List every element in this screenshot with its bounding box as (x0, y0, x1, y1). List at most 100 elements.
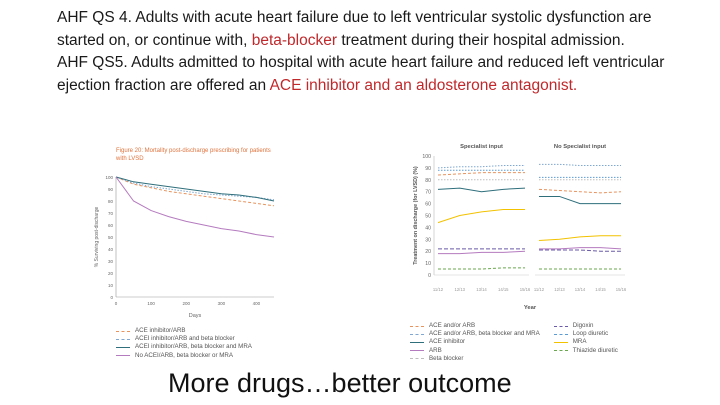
legend-swatch (116, 338, 130, 340)
right-legend-item: ACE and/or ARB, beta blocker and MRA (410, 330, 540, 338)
legend-swatch (116, 355, 130, 357)
right-y-axis-label: Treatment on discharge (for LVSD) (%) (413, 166, 419, 265)
right-legend-item: MRA (553, 338, 618, 346)
right-legend-item: Thiazide diuretic (553, 346, 618, 355)
left-legend-item: ACEI inhibitor/ARB, beta blocker and MRA (116, 343, 252, 351)
left-x-tick-label: 0 (115, 301, 118, 306)
legend-column: Digoxin Loop diuretic MRA Thiazide diuretic (553, 322, 618, 363)
legend-swatch (410, 358, 424, 360)
left-x-tick-label: 300 (218, 301, 226, 306)
left-series-line-4 (115, 176, 275, 238)
right-x-tick-label: 11/12 (433, 287, 444, 292)
left-y-tick-label: 80 (108, 199, 114, 204)
legend-swatch (410, 342, 424, 343)
left-chart-title: Figure 20: Mortality post-discharge pres… (116, 148, 271, 162)
right-series-line-4 (438, 250, 526, 255)
panel-title: Specialist input (460, 144, 503, 150)
right-legend-item: Digoxin (553, 322, 618, 330)
legend-label: MRA (572, 338, 587, 346)
left-series-line-3 (115, 176, 275, 202)
left-legend-item: ACE inhibitor/ARB (116, 327, 252, 335)
legend-swatch (553, 350, 568, 352)
legend-swatch (553, 333, 568, 335)
left-y-tick-label: 50 (108, 235, 114, 240)
qs4-highlight: beta‑blocker (251, 31, 338, 49)
left-chart-legend: ACE inhibitor/ARB ACEI inhibitor/ARB and … (116, 327, 252, 360)
left-x-tick-label: 400 (253, 301, 261, 306)
legend-swatch (410, 333, 424, 335)
right-y-tick-label: 10 (425, 261, 431, 267)
legend-swatch (116, 347, 130, 348)
right-series-line-4 (539, 247, 622, 250)
right-legend-item: ARB (410, 347, 540, 355)
left-y-tick-label: 0 (110, 295, 113, 300)
legend-label: ACE and/or ARB, beta blocker and MRA (429, 330, 540, 338)
right-chart-legend: ACE and/or ARB ACE and/or ARB, beta block… (410, 322, 645, 363)
legend-label: Thiazide diuretic (572, 346, 618, 354)
slide-caption: More drugs…better outcome (168, 368, 512, 398)
right-y-tick-label: 0 (428, 273, 431, 279)
right-y-tick-label: 20 (425, 249, 431, 255)
right-x-tick-label: 14/15 (498, 287, 509, 292)
right-series-line-3 (539, 195, 621, 205)
legend-swatch (410, 325, 424, 327)
qs4-paragraph: AHF QS 4. Adults with acute heart failur… (57, 7, 697, 52)
qs4-text-end: treatment during their hospital admissio… (337, 31, 625, 49)
right-x-tick-label: 15/16 (520, 287, 531, 292)
right-y-tick-label: 50 (425, 214, 431, 220)
right-series-line-3 (437, 187, 526, 193)
right-x-tick-label: 13/14 (575, 287, 586, 292)
left-y-tick-label: 100 (105, 175, 113, 180)
left-y-tick-label: 70 (108, 211, 114, 216)
right-series-line-8 (437, 209, 525, 224)
right-series-line-9 (438, 267, 525, 270)
right-y-tick-label: 70 (425, 190, 431, 196)
qs4-text: AHF QS 4. Adults with acute heart failur… (57, 9, 652, 49)
left-y-tick-label: 90 (108, 187, 114, 192)
right-y-tick-label: 40 (425, 225, 431, 231)
legend-swatch (410, 350, 424, 352)
legend-label: Beta blocker (429, 354, 464, 362)
left-y-tick-label: 20 (108, 271, 114, 276)
left-series-line-2 (115, 176, 275, 201)
qs5-paragraph: AHF QS5. Adults admitted to hospital wit… (57, 52, 697, 97)
right-x-tick-label: 15/16 (616, 287, 627, 292)
right-y-tick-label: 80 (425, 178, 431, 184)
right-y-tick-label: 60 (425, 202, 431, 208)
left-legend-item: ACEI inhibitor/ARB and beta blocker (116, 335, 252, 343)
right-y-tick-label: 100 (422, 154, 431, 160)
right-legend-item: Loop diuretic (553, 330, 618, 338)
legend-label: ACE inhibitor (429, 338, 466, 346)
legend-column: ACE and/or ARB ACE and/or ARB, beta block… (410, 322, 540, 363)
legend-swatch (553, 325, 568, 327)
right-x-tick-label: 14/15 (595, 287, 606, 292)
legend-label: Digoxin (572, 322, 594, 329)
quality-standards-text: AHF QS 4. Adults with acute heart failur… (57, 7, 697, 97)
right-series-line-6 (539, 249, 621, 252)
left-y-tick-label: 40 (108, 247, 114, 252)
legend-swatch (116, 330, 130, 332)
left-x-axis-label: Days (189, 313, 202, 319)
right-series-line-2 (539, 163, 621, 167)
legend-label: ACE and/or ARB (429, 322, 476, 329)
legend-label: Loop diuretic (572, 330, 609, 338)
legend-label: ARB (429, 346, 442, 354)
panel-title: No Specialist input (554, 144, 606, 150)
left-legend-item: No ACEI/ARB, beta blocker or MRA (116, 352, 252, 360)
right-series-line-2 (437, 165, 525, 169)
left-y-tick-label: 30 (108, 259, 114, 264)
right-y-tick-label: 90 (425, 166, 431, 172)
left-y-tick-label: 10 (108, 283, 114, 288)
legend-swatch (553, 342, 568, 343)
right-y-tick-label: 30 (425, 237, 431, 243)
right-legend-item: ACE inhibitor (410, 338, 540, 346)
right-x-tick-label: 12/13 (554, 287, 565, 292)
right-series-line-1 (538, 188, 622, 194)
legend-label: No ACEI/ARB, beta blocker or MRA (135, 351, 234, 359)
right-x-tick-label: 11/12 (534, 287, 545, 292)
legend-label: ACE inhibitor/ARB (135, 327, 186, 334)
right-legend-item: ACE and/or ARB (410, 322, 540, 330)
right-legend-item: Beta blocker (410, 355, 540, 363)
legend-label: ACEI inhibitor/ARB and beta blocker (135, 335, 235, 343)
left-x-tick-label: 100 (147, 301, 155, 306)
